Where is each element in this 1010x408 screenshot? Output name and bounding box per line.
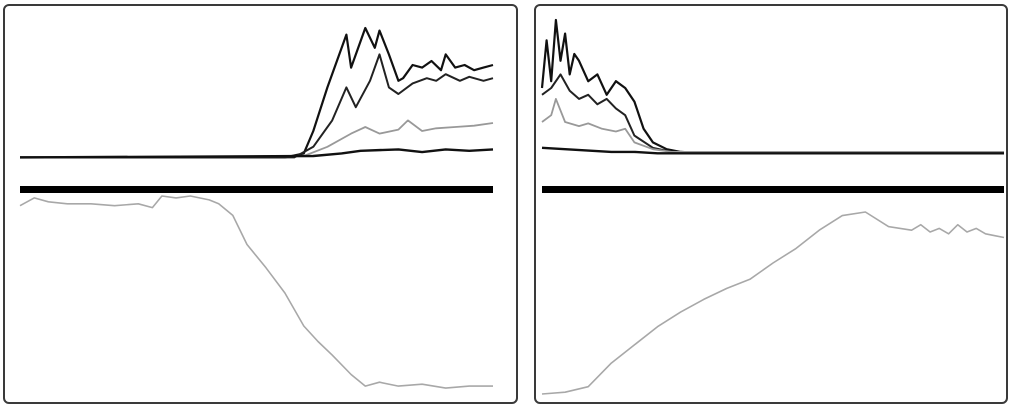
right-traces-series-3-line — [541, 98, 1004, 153]
right-bottom-plot — [541, 211, 1005, 395]
left-stimulus-bar — [20, 186, 493, 193]
left-chart-panel — [3, 4, 518, 404]
left-bottom-plot — [19, 195, 493, 389]
right-stimulus-bar — [542, 186, 1004, 193]
right-traces-plot — [540, 18, 1004, 155]
left-traces-series-4-line — [19, 148, 494, 159]
left-traces-series-1-line — [20, 26, 494, 159]
right-bottom-series-1-line — [541, 211, 1005, 395]
left-chart-svg — [19, 26, 494, 389]
left-bottom-series-1-line — [19, 195, 493, 389]
left-traces-series-3-line — [19, 119, 494, 159]
left-traces-series-2-line — [20, 53, 494, 159]
left-traces-plot — [19, 26, 494, 159]
right-traces-series-1-line — [540, 18, 1004, 155]
right-chart-panel — [534, 4, 1008, 404]
right-chart-svg — [540, 18, 1005, 395]
right-traces-series-4-line — [541, 146, 1004, 155]
